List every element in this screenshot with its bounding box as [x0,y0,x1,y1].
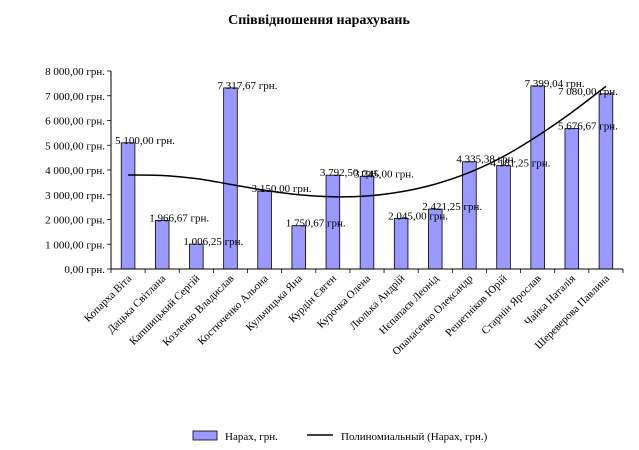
trendline-group [128,85,607,198]
data-label: 2 421,25 грн. [422,201,482,213]
legend: Нарах, грн. Полиномиальный (Нарах, грн.) [192,430,488,443]
legend-label-bars: Нарах, грн. [225,431,278,443]
y-tick-label: 1 000,00 грн. [45,239,105,251]
bar [359,175,375,270]
data-label: 4 335,38 грн. [456,154,516,166]
bar [530,85,545,270]
data-label: 1 750,67 грн. [286,218,346,230]
y-tick-label: 5 000,00 грн. [45,140,105,152]
bar [496,165,511,270]
data-label: 5 676,67 грн. [558,121,618,133]
bar [564,128,580,270]
y-tick-label: 7 000,00 грн. [45,91,105,103]
y-tick-label: 2 000,00 грн. [45,215,105,227]
data-label: 4 181,25 грн. [491,158,551,170]
data-label: 7 080,00 грн. [558,86,618,98]
y-tick-label: 6 000,00 грн. [45,116,105,128]
x-tick-label: Нєпапаєв Леонід [377,272,442,337]
y-tick-label: 8 000,00 грн. [45,66,105,78]
trendline [128,85,607,198]
data-label: 3 792,50 грн. [320,167,380,179]
data-labels-group: 5 100,00 грн. 1 966,67 грн. 1 006,25 грн. 7… [115,78,618,248]
data-label: 5 100,00 грн. [115,135,175,147]
y-tick-label: 0,00 грн. [64,264,105,276]
data-label: 7 317,67 грн. [217,80,277,92]
bar [393,217,409,270]
axes-group [110,71,624,273]
bar [257,190,272,270]
bar [154,219,170,270]
data-label: 7 399,04 грн. [525,78,585,90]
data-label: 2 045,00 грн. [388,210,448,222]
legend-swatch-bars [192,430,218,441]
bar [120,142,136,270]
data-label: 3 150,00 грн. [252,183,312,195]
y-axis: 0,00 грн. 1 000,00 грн. 2 000,00 грн. 3 000… [45,66,111,276]
x-tick-label: Решетніков Юрій [443,273,510,340]
data-label: 1 006,25 грн. [183,236,243,248]
data-label: 1 966,67 грн. [149,212,209,224]
chart-title: Співвідношення нарахувань [228,13,410,28]
bar [462,161,477,270]
bars-group [120,85,614,270]
y-tick-label: 4 000,00 грн. [45,165,105,177]
x-tick-label: Дацька Світлана [105,273,168,336]
x-tick-label: Старнін Ярослав [479,273,543,337]
bar [291,225,306,270]
data-label: 3 745,00 грн. [354,168,414,180]
y-tick-label: 3 000,00 грн. [45,190,105,202]
legend-label-trendline: Полиномиальный (Нарах, грн.) [341,431,488,443]
